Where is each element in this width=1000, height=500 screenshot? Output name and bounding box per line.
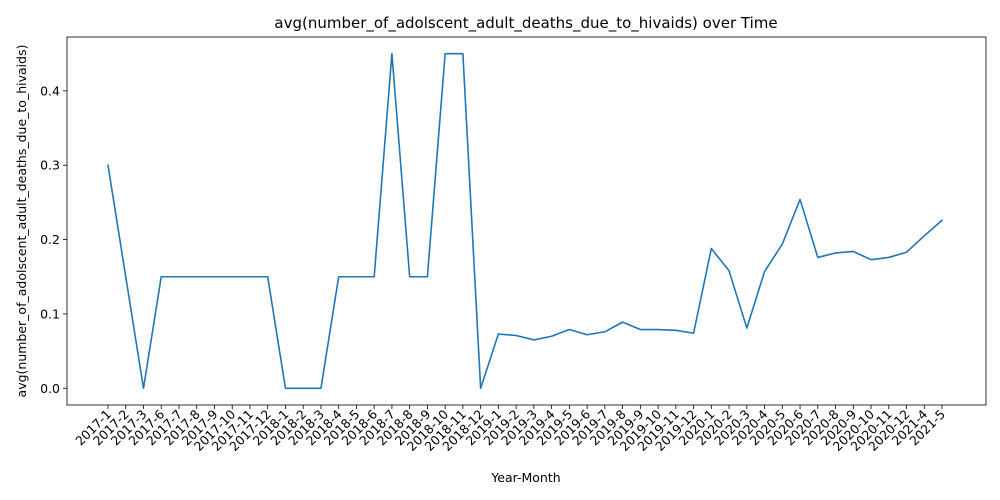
y-tick-label: 0.2 (40, 232, 60, 247)
series-line (107, 52, 944, 390)
y-tick-label: 0.0 (40, 381, 60, 396)
y-tick-label: 0.1 (40, 306, 60, 321)
chart-title: avg(number_of_adolscent_adult_deaths_due… (274, 14, 777, 33)
x-axis-label: Year-Month (490, 470, 560, 485)
y-tick-label: 0.3 (40, 158, 60, 173)
y-axis-ticks: 0.0 0.1 0.2 0.3 0.4 (40, 83, 67, 396)
y-axis-label: avg(number_of_adolscent_adult_deaths_due… (14, 45, 29, 398)
y-tick-label: 0.4 (40, 83, 60, 98)
plot-frame (66, 36, 987, 406)
